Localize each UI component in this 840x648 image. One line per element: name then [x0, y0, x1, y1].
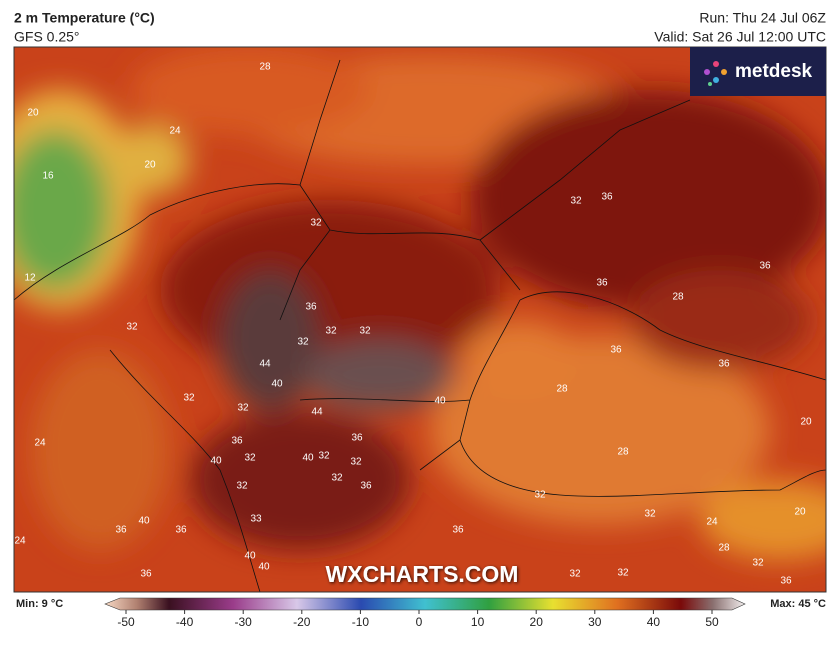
contour-label: 40 — [210, 456, 222, 467]
contour-label: 16 — [42, 171, 54, 182]
contour-label: 32 — [569, 569, 581, 580]
valid: Valid: Sat 26 Jul 12:00 UTC — [654, 29, 826, 45]
contour-label: 32 — [644, 509, 656, 520]
min-label: Min: 9 °C — [16, 598, 63, 610]
contour-label: 36 — [305, 302, 317, 313]
logo-box — [690, 47, 826, 96]
contour-label: 20 — [794, 507, 806, 518]
colorbar — [104, 597, 746, 611]
contour-label: 40 — [258, 562, 270, 573]
contour-label: 44 — [311, 407, 323, 418]
map-frame — [13, 46, 827, 593]
contour-label: 36 — [759, 261, 771, 272]
contour-label: 32 — [126, 322, 138, 333]
contour-label: 36 — [231, 436, 243, 447]
contour-label: 40 — [271, 379, 283, 390]
contour-label: 32 — [534, 490, 546, 501]
colorbar-tick-label: 0 — [416, 615, 423, 629]
contour-label: 32 — [237, 403, 249, 414]
contour-label: 32 — [310, 218, 322, 229]
logo-icon — [704, 61, 727, 86]
model: GFS 0.25° — [14, 29, 80, 45]
logo: metdesk — [735, 61, 813, 82]
watermark: WXCHARTS.COM — [326, 561, 519, 587]
contour-label: 28 — [672, 292, 684, 303]
contour-label: 32 — [318, 451, 330, 462]
colorbar-tick-label: 50 — [705, 615, 719, 629]
contour-label: 36 — [780, 576, 792, 587]
contour-label: 32 — [236, 481, 248, 492]
contour-label: 24 — [706, 517, 718, 528]
run: Run: Thu 24 Jul 06Z — [699, 10, 826, 26]
contour-label: 32 — [617, 568, 629, 579]
contour-label: 36 — [601, 192, 613, 203]
contour-label: 36 — [452, 525, 464, 536]
max-label: Max: 45 °C — [770, 598, 826, 610]
contour-label: 36 — [115, 525, 127, 536]
contour-label: 44 — [259, 359, 271, 370]
contour-label: 20 — [27, 108, 39, 119]
contour-label: 36 — [718, 359, 730, 370]
contour-label: 32 — [752, 558, 764, 569]
contour-label: 32 — [297, 337, 309, 348]
contour-label: 20 — [800, 417, 812, 428]
contour-label: 32 — [325, 326, 337, 337]
contour-label: 36 — [351, 433, 363, 444]
contour-label: 32 — [359, 326, 371, 337]
colorbar-ticks: -50 -40 -30 -20 -10 0 10 20 30 40 50 — [117, 610, 719, 629]
colorbar-tick-label: -50 — [117, 615, 135, 629]
contour-label: 24 — [169, 126, 181, 137]
title: 2 m Temperature (°C) — [14, 10, 155, 26]
contour-label: 32 — [350, 457, 362, 468]
colorbar-tick-label: -20 — [293, 615, 311, 629]
contour-label: 36 — [140, 569, 152, 580]
contour-label: 36 — [610, 345, 622, 356]
contour-label: 24 — [34, 438, 46, 449]
colorbar-tick-label: -10 — [352, 615, 370, 629]
contour-label: 36 — [596, 278, 608, 289]
contour-label: 12 — [24, 273, 36, 284]
colorbar-tick-label: 10 — [471, 615, 485, 629]
contour-label: 28 — [718, 543, 730, 554]
contour-label: 40 — [302, 453, 314, 464]
contour-label: 28 — [617, 447, 629, 458]
colorbar-tick-label: 20 — [530, 615, 544, 629]
contour-label: 28 — [259, 62, 271, 73]
map — [14, 47, 826, 592]
colorbar-tick-label: -30 — [235, 615, 253, 629]
contour-label: 40 — [244, 551, 256, 562]
contour-label: 32 — [570, 196, 582, 207]
colorbar-tick-label: 40 — [647, 615, 661, 629]
contour-label: 33 — [250, 514, 262, 525]
colorbar-tick-label: 30 — [588, 615, 602, 629]
contour-label: 28 — [556, 384, 568, 395]
contour-label: 40 — [434, 396, 446, 407]
contour-label: 20 — [144, 160, 156, 171]
contour-label: 32 — [183, 393, 195, 404]
borders — [14, 59, 826, 592]
contour-label: 32 — [244, 453, 256, 464]
contour-label: 32 — [331, 473, 343, 484]
colorbar-tick-label: -40 — [176, 615, 194, 629]
contour-label: 36 — [175, 525, 187, 536]
contour-label: 40 — [138, 516, 150, 527]
contour-label: 24 — [14, 536, 26, 547]
contour-label: 36 — [360, 481, 372, 492]
